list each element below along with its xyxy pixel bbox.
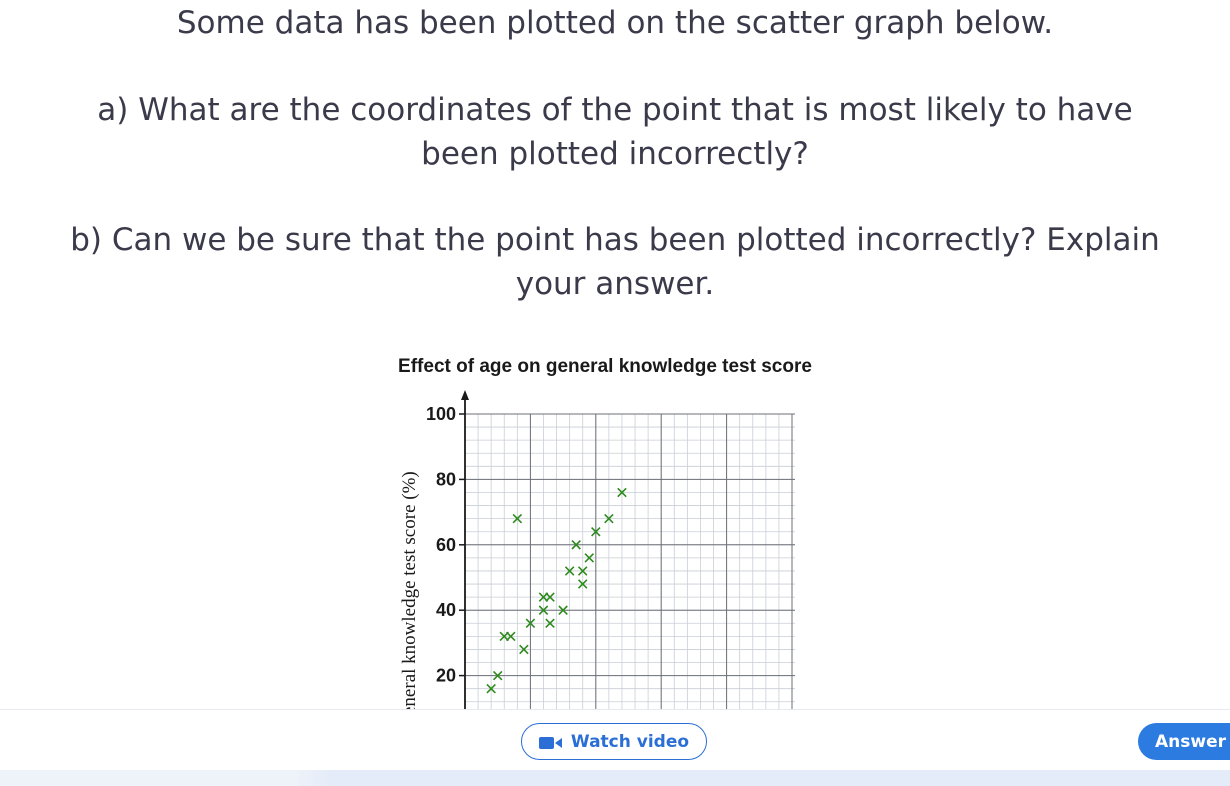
question-intro: Some data has been plotted on the scatte… (176, 5, 1054, 41)
data-point (492, 670, 503, 681)
data-point (538, 605, 549, 615)
video-camera-icon (538, 735, 563, 749)
data-point (577, 566, 588, 576)
question-part-b-line1: b) Can we be sure that the point has bee… (70, 222, 1160, 258)
data-point-stroke (519, 644, 529, 655)
question-part-b-line2: your answer. (515, 266, 715, 302)
question-part-a-line1: a) What are the coordinates of the point… (97, 92, 1133, 128)
data-points (486, 487, 627, 694)
data-point-stroke (545, 592, 555, 602)
data-point (486, 683, 496, 694)
grid-minor (464, 413, 795, 710)
data-point-stroke (617, 487, 627, 498)
data-point-stroke (591, 526, 601, 537)
data-point (571, 540, 581, 550)
data-point-stroke (538, 605, 549, 615)
data-point-stroke (506, 631, 516, 642)
data-point (617, 487, 627, 498)
data-point (558, 605, 568, 615)
data-point (577, 579, 588, 589)
chart-svg: Effect of age on general knowledge test … (398, 356, 812, 710)
data-point-stroke (486, 683, 496, 694)
y-tick-label: 40 (436, 600, 456, 620)
chart-title: Effect of age on general knowledge test … (398, 356, 812, 377)
y-tick-label: 100 (426, 404, 456, 424)
data-point-stroke (545, 618, 555, 629)
data-point (525, 618, 536, 629)
y-axis-arrow-icon (461, 390, 469, 400)
data-point-stroke (577, 566, 588, 576)
data-point-stroke (512, 513, 523, 524)
data-point-stroke (604, 513, 614, 524)
y-tick-label: 20 (436, 666, 456, 686)
data-point-stroke (558, 605, 568, 615)
data-point-stroke (571, 540, 581, 550)
watch-video-button[interactable]: Watch video (521, 723, 707, 760)
bottom-toolbar: Watch video Answer (0, 709, 1230, 786)
data-point (512, 513, 523, 524)
data-point-stroke (525, 618, 536, 629)
answer-button[interactable]: Answer (1138, 723, 1230, 760)
scatter-chart: Effect of age on general knowledge test … (395, 345, 815, 710)
data-point (506, 631, 516, 642)
data-point (545, 592, 555, 602)
y-axis-label: General knowledge test score (%) (399, 471, 420, 710)
data-point (604, 513, 614, 524)
data-point (545, 618, 555, 629)
watch-video-label: Watch video (570, 731, 690, 752)
y-tick-label: 60 (436, 535, 456, 555)
data-point-stroke (564, 566, 575, 576)
y-tick-label: 80 (436, 469, 456, 489)
grid-major (464, 413, 795, 710)
data-point (591, 526, 601, 537)
data-point (519, 644, 529, 655)
data-point-stroke (492, 670, 503, 681)
data-point (564, 566, 575, 576)
question-part-a-line2: been plotted incorrectly? (421, 136, 809, 172)
data-point-stroke (577, 579, 588, 589)
footer-strip (0, 770, 1230, 786)
chart-axes (461, 390, 469, 710)
y-axis-ticks: 20 40 60 80 100 (426, 404, 465, 686)
data-point-stroke (584, 553, 595, 563)
data-point (584, 553, 595, 563)
